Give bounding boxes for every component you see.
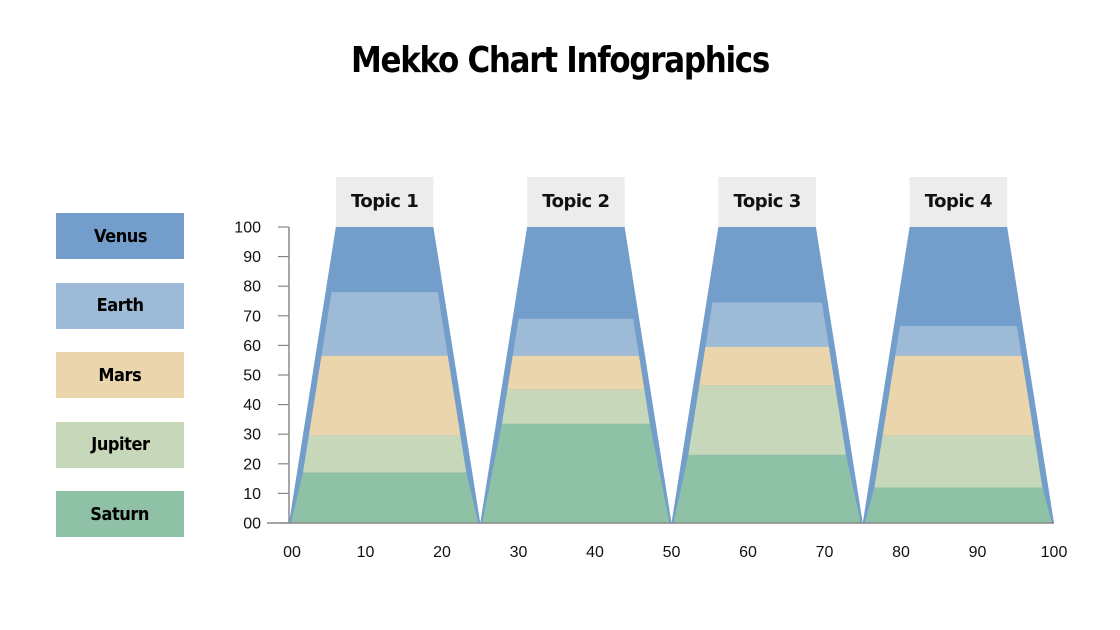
topic-column-3: Topic 3 bbox=[671, 177, 863, 523]
x-tick-label: 00 bbox=[283, 544, 301, 561]
topic-label: Topic 3 bbox=[733, 191, 800, 212]
topic-header bbox=[335, 177, 434, 227]
y-tick-label: 20 bbox=[243, 456, 261, 473]
x-tick-label: 60 bbox=[739, 544, 757, 561]
earth-segment bbox=[705, 302, 829, 347]
mars-segment bbox=[308, 355, 461, 436]
earth-segment bbox=[512, 318, 640, 356]
x-tick-label: 70 bbox=[816, 544, 834, 561]
mars-segment bbox=[699, 346, 835, 386]
legend-label: Earth bbox=[96, 295, 144, 316]
legend-item-jupiter: Jupiter bbox=[56, 421, 184, 468]
topic-label: Topic 1 bbox=[351, 191, 418, 212]
legend-item-earth: Earth bbox=[56, 282, 184, 329]
mars-segment bbox=[507, 355, 645, 390]
legend-label: Venus bbox=[93, 225, 147, 247]
saturn-segment bbox=[291, 472, 479, 523]
topic-label: Topic 2 bbox=[542, 191, 609, 212]
jupiter-segment bbox=[501, 389, 650, 424]
topic-header bbox=[527, 177, 625, 227]
legend: Venus Earth Mars Jupiter Saturn bbox=[56, 213, 184, 561]
legend-item-venus: Venus bbox=[56, 213, 184, 259]
page-title: Mekko Chart Infographics bbox=[351, 40, 770, 81]
y-tick-label: 80 bbox=[243, 279, 261, 296]
x-tick-label: 80 bbox=[892, 544, 910, 561]
legend-item-saturn: Saturn bbox=[56, 491, 184, 537]
x-tick-label: 10 bbox=[357, 544, 375, 561]
topic-header bbox=[909, 177, 1008, 227]
saturn-segment bbox=[864, 487, 1052, 523]
saturn-segment bbox=[482, 423, 670, 523]
earth-segment bbox=[321, 292, 448, 356]
legend-label: Jupiter bbox=[90, 434, 150, 455]
topic-column-2: Topic 2 bbox=[480, 177, 672, 523]
jupiter-segment bbox=[874, 435, 1043, 488]
y-tick-label: 10 bbox=[243, 486, 261, 503]
legend-item-mars: Mars bbox=[56, 352, 184, 398]
x-tick-label: 30 bbox=[510, 544, 528, 561]
y-tick-label: 40 bbox=[243, 397, 261, 414]
x-tick-label: 90 bbox=[969, 544, 987, 561]
y-tick-label: 70 bbox=[243, 308, 261, 325]
y-tick-label: 50 bbox=[243, 368, 261, 385]
y-tick-label: 90 bbox=[243, 249, 261, 266]
x-tick-label: 20 bbox=[433, 544, 451, 561]
x-tick-label: 40 bbox=[586, 544, 604, 561]
mars-segment bbox=[882, 355, 1035, 436]
y-tick-label: 00 bbox=[243, 516, 261, 533]
x-tick-label: 100 bbox=[1041, 544, 1068, 561]
y-tick-label: 100 bbox=[234, 220, 261, 237]
earth-segment bbox=[895, 326, 1022, 356]
topic-header bbox=[718, 177, 816, 227]
topic-column-1: Topic 1 bbox=[289, 177, 481, 523]
legend-label: Saturn bbox=[90, 503, 150, 525]
topic-label: Topic 4 bbox=[925, 191, 992, 212]
topic-column-4: Topic 4 bbox=[862, 177, 1054, 523]
jupiter-segment bbox=[302, 435, 467, 473]
jupiter-segment bbox=[688, 385, 846, 455]
x-tick-label: 50 bbox=[663, 544, 681, 561]
y-tick-label: 30 bbox=[243, 427, 261, 444]
legend-label: Mars bbox=[98, 364, 142, 386]
saturn-segment bbox=[673, 454, 861, 523]
y-tick-label: 60 bbox=[243, 338, 261, 355]
